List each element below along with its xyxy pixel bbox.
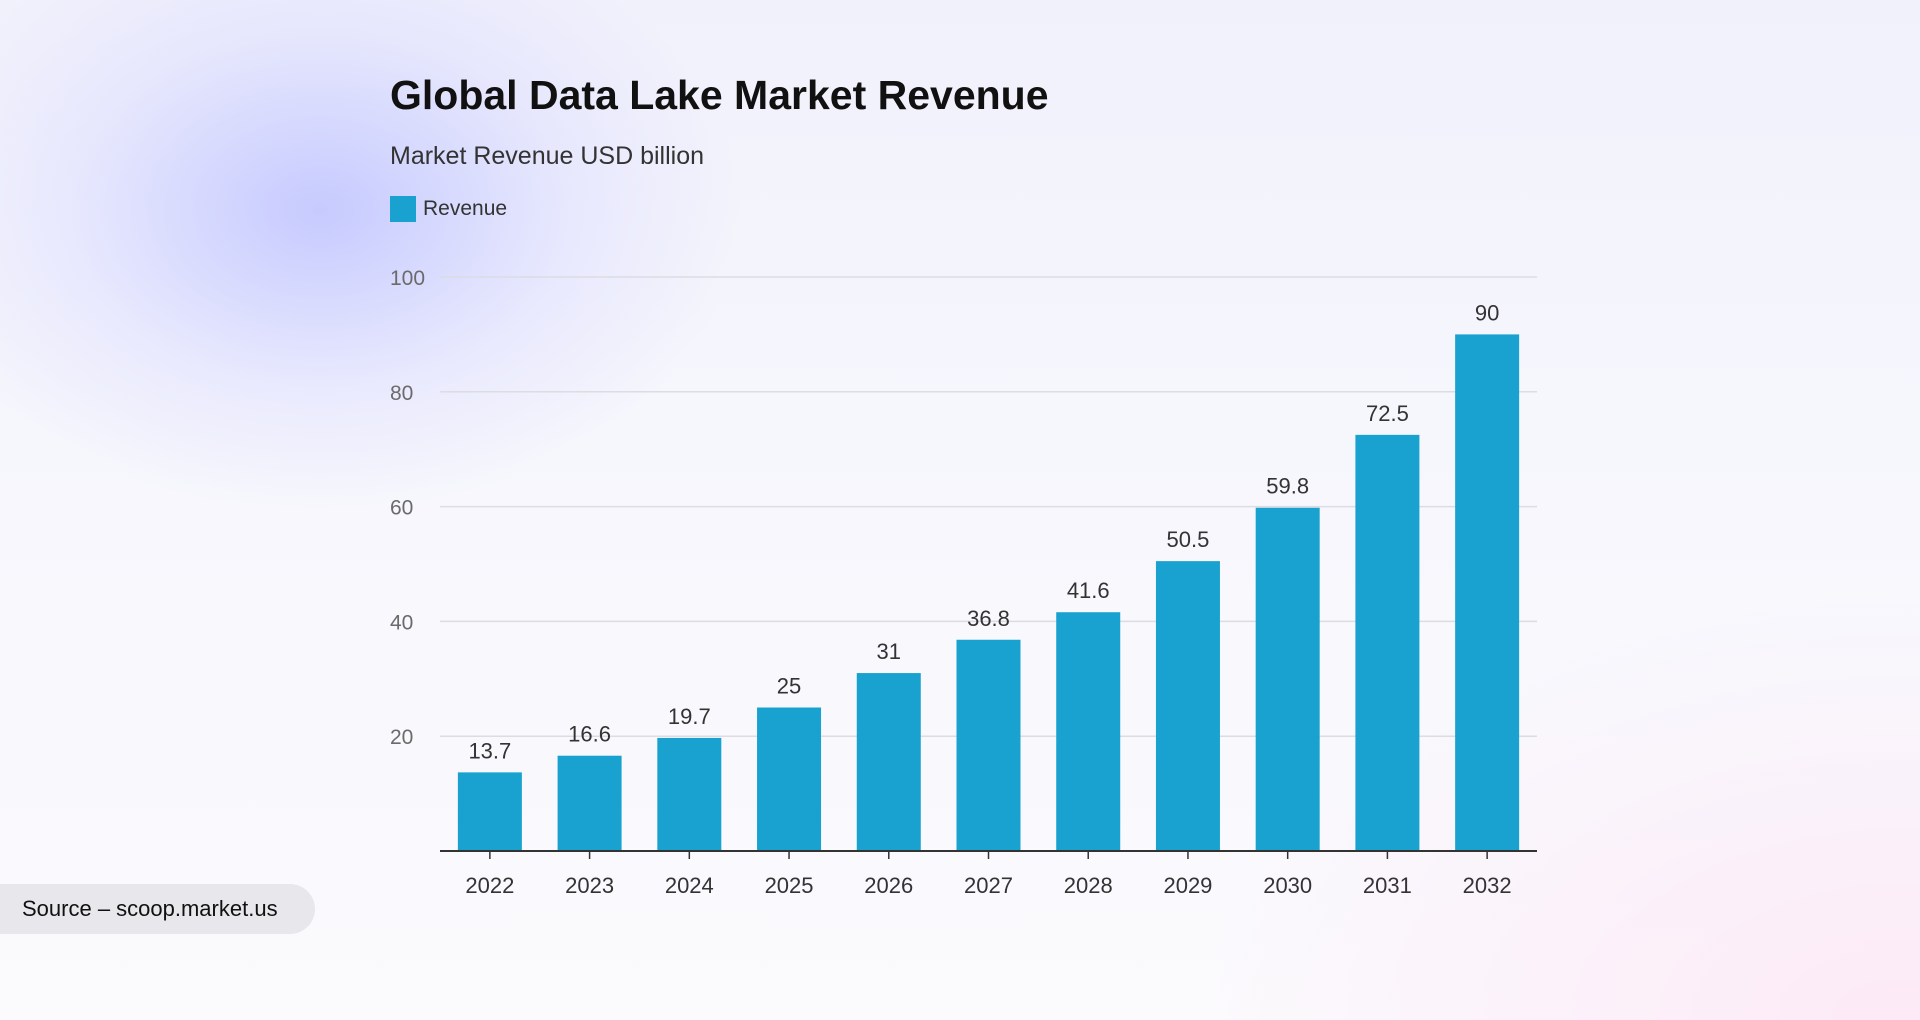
data-label: 16.6 <box>568 722 611 747</box>
source-text: Source – scoop.market.us <box>22 896 278 921</box>
x-tick-label: 2027 <box>964 873 1013 898</box>
bar-2025 <box>757 707 822 851</box>
data-label: 41.6 <box>1067 578 1110 603</box>
data-label: 59.8 <box>1266 474 1309 499</box>
x-tick-label: 2023 <box>565 873 614 898</box>
y-tick-label: 60 <box>390 497 413 520</box>
data-label: 50.5 <box>1167 527 1210 552</box>
chart-legend: Revenue <box>390 196 507 222</box>
data-label: 31 <box>877 639 901 664</box>
source-badge: Source – scoop.market.us <box>0 884 315 934</box>
x-tick-label: 2028 <box>1064 873 1113 898</box>
chart-title: Global Data Lake Market Revenue <box>390 72 1049 118</box>
x-tick-label: 2024 <box>665 873 714 898</box>
x-tick-label: 2032 <box>1463 873 1512 898</box>
data-label: 13.7 <box>468 738 511 763</box>
x-tick-label: 2025 <box>765 873 814 898</box>
bar-2032 <box>1455 334 1520 851</box>
data-label: 90 <box>1475 300 1499 325</box>
legend-swatch-revenue <box>390 196 416 222</box>
legend-label-revenue: Revenue <box>423 197 508 220</box>
y-tick-label: 80 <box>390 382 413 405</box>
x-tick-label: 2030 <box>1263 873 1312 898</box>
bar-2027 <box>956 639 1021 851</box>
x-tick-label: 2029 <box>1163 873 1212 898</box>
bar-2024 <box>657 737 722 851</box>
data-label: 72.5 <box>1366 401 1409 426</box>
data-label: 36.8 <box>967 606 1010 631</box>
bar-2023 <box>557 755 622 851</box>
bar-2030 <box>1255 507 1320 851</box>
bar-2026 <box>856 673 921 851</box>
bar-2031 <box>1355 434 1420 851</box>
x-tick-label: 2031 <box>1363 873 1412 898</box>
y-tick-label: 40 <box>390 611 413 634</box>
bar-2029 <box>1155 561 1220 851</box>
data-label: 19.7 <box>668 704 711 729</box>
y-tick-label: 100 <box>390 267 425 290</box>
y-tick-label: 20 <box>390 726 413 749</box>
x-tick-label: 2022 <box>465 873 514 898</box>
chart-subtitle: Market Revenue USD billion <box>390 142 705 170</box>
data-label: 25 <box>777 674 801 699</box>
bar-2022 <box>457 772 522 851</box>
x-tick-label: 2026 <box>864 873 913 898</box>
bar-2028 <box>1056 612 1121 851</box>
